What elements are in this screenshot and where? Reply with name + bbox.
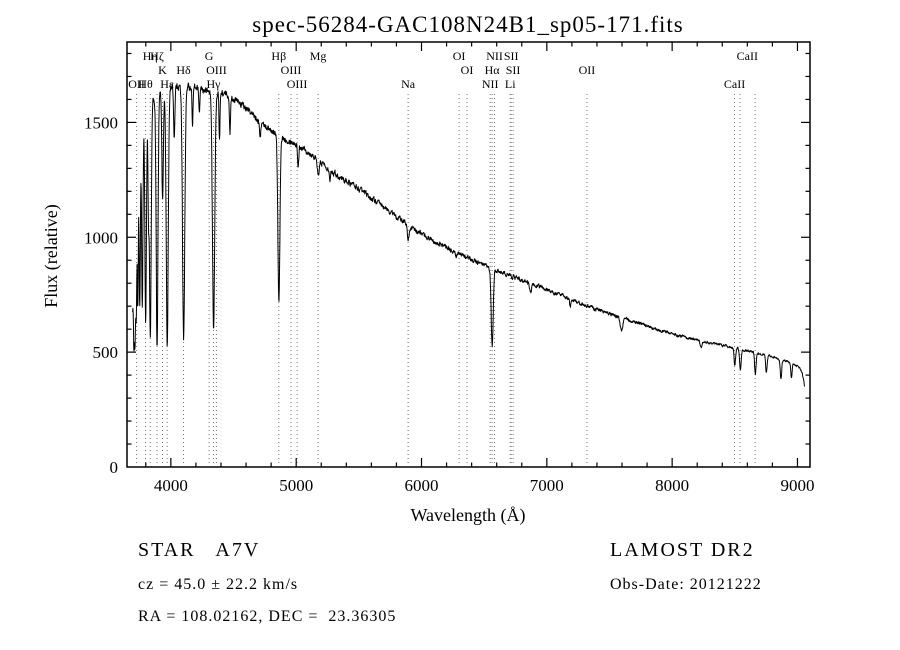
spectral-line-label: SII [506, 63, 521, 77]
spectral-line-label: CaII [724, 77, 745, 91]
obs-date-value: Obs-Date: 20121222 [610, 576, 762, 593]
x-tick-label: 5000 [279, 476, 313, 495]
spectral-line-label: Hδ [176, 63, 191, 77]
spectral-line-label: NII [482, 77, 499, 91]
spectral-feature-gridlines [136, 94, 756, 466]
spectral-line-label: Na [401, 77, 416, 91]
spectral-line-label: Hα [485, 63, 501, 77]
spectral-line-label: Hβ [271, 49, 286, 63]
survey-label: LAMOST DR2 [610, 539, 755, 561]
spectral-line-label: OIII [206, 63, 227, 77]
spectral-line-label: OIII [281, 63, 302, 77]
spectral-line-label: K [158, 63, 167, 77]
spectral-line-label: Mg [310, 49, 327, 63]
spectral-line-label: OII [579, 63, 596, 77]
spectrum-trace-group [132, 82, 805, 387]
spectral-line-label: SII [504, 49, 519, 63]
x-tick-label: 6000 [405, 476, 439, 495]
spectral-line-label: NII [486, 49, 503, 63]
y-tick-label: 1000 [84, 228, 118, 247]
spectral-line-label: OI [453, 49, 466, 63]
spectral-line-labels: OIIHθHηHζKHεHδGHγOIIIHβOIIIOIIIMgNaOIOIN… [128, 49, 758, 91]
plot-title: spec-56284-GAC108N24B1_sp05-171.fits [252, 12, 683, 37]
spectral-line-label: Hζ [150, 49, 164, 63]
spectral-line-label: Hη [143, 49, 158, 63]
object-class-label: STAR A7V [138, 539, 260, 561]
spectral-line-label: Li [505, 77, 516, 91]
spectral-line-label: Hθ [138, 77, 153, 91]
cz-value: cz = 45.0 ± 22.2 km/s [138, 576, 298, 593]
spectral-line-label: CaII [737, 49, 758, 63]
x-axis-label: Wavelength (Å) [410, 505, 525, 526]
y-tick-label: 0 [110, 458, 119, 477]
x-tick-label: 8000 [655, 476, 689, 495]
axes-frame-and-ticks [126, 41, 811, 468]
spectral-line-label: OI [461, 63, 474, 77]
x-tick-label: 9000 [781, 476, 815, 495]
x-tick-label: 7000 [530, 476, 564, 495]
y-tick-label: 1500 [84, 113, 118, 132]
spectrum-line [132, 82, 805, 387]
spectral-line-label: Hε [160, 77, 174, 91]
tick-labels: 4000 5000 6000 7000 8000 9000 0 500 1000 1500 [84, 113, 815, 495]
spectral-line-label: Hγ [207, 77, 222, 91]
y-tick-label: 500 [93, 343, 119, 362]
y-axis-label: Flux (relative) [41, 204, 62, 307]
plot-frame [126, 41, 811, 468]
ra-dec-value: RA = 108.02162, DEC = 23.36305 [138, 608, 396, 625]
x-tick-label: 4000 [154, 476, 188, 495]
spectral-line-label: G [205, 49, 214, 63]
spectral-line-label: OIII [287, 77, 308, 91]
spectral-line-label: OII [128, 77, 145, 91]
